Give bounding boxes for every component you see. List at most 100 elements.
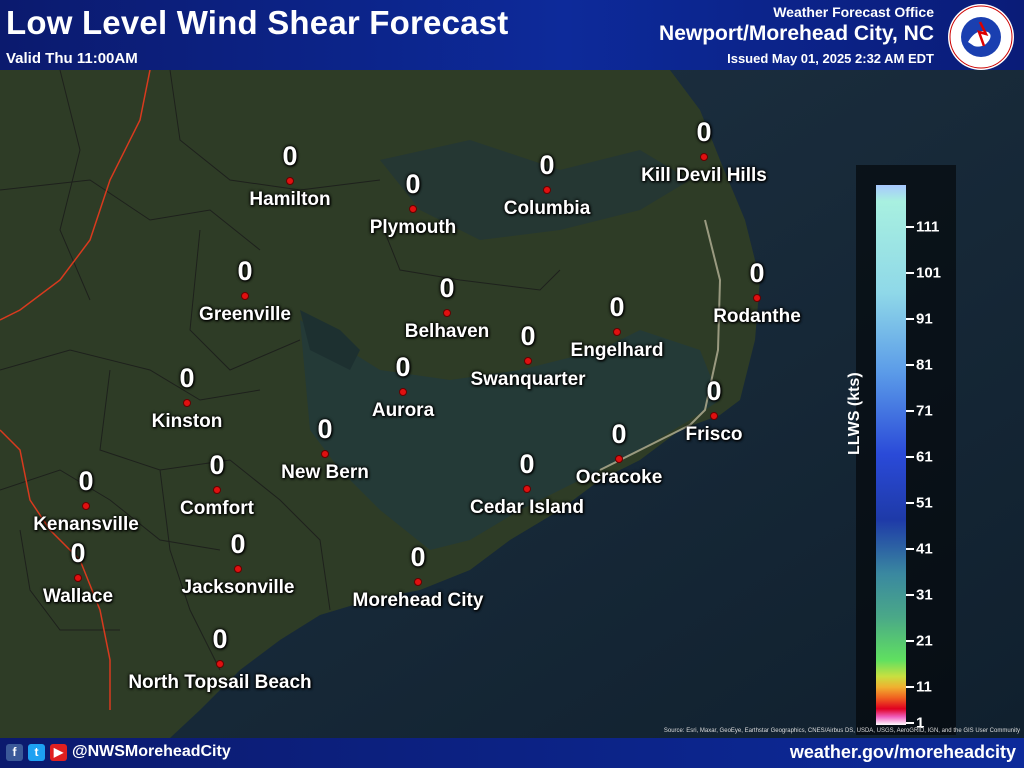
- facebook-icon[interactable]: f: [6, 744, 23, 761]
- legend-tick: [906, 318, 914, 320]
- legend-tick-label: 71: [916, 402, 933, 420]
- legend-tick: [906, 410, 914, 412]
- city-name: Aurora: [371, 400, 435, 421]
- legend-tick: [906, 722, 914, 724]
- legend-tick-label: 91: [916, 310, 933, 328]
- city-name: Engelhard: [570, 340, 664, 361]
- city-name: Hamilton: [249, 189, 331, 210]
- map-source-attribution: Source: Esri, Maxar, GeoEye, Earthstar G…: [663, 728, 1020, 734]
- legend-tick-label: 81: [916, 356, 933, 374]
- city-name: Cedar Island: [469, 497, 585, 518]
- city-value: 0: [70, 538, 86, 568]
- location-dot-icon: [409, 205, 417, 213]
- city-name: Greenville: [199, 304, 291, 325]
- location-dot-icon: [414, 578, 422, 586]
- valid-time: Valid Thu 11:00AM: [6, 50, 138, 67]
- city-name: Jacksonville: [181, 577, 295, 598]
- city-name: Swanquarter: [470, 369, 586, 390]
- city-name: Ocracoke: [575, 467, 663, 488]
- legend-tick-label: 11: [916, 678, 932, 696]
- terrain-background: [0, 70, 1024, 738]
- city-value: 0: [410, 542, 426, 572]
- footer-bar: f t ▶ @NWSMoreheadCity weather.gov/moreh…: [0, 738, 1024, 768]
- location-dot-icon: [183, 399, 191, 407]
- website-link[interactable]: weather.gov/moreheadcity: [789, 742, 1016, 762]
- legend-tick: [906, 686, 914, 688]
- map-area[interactable]: 0 Hamilton 0 Plymouth 0 Columbia 0 Kill …: [0, 70, 1024, 738]
- legend-tick-label: 1: [916, 714, 925, 732]
- city-value: 0: [520, 321, 536, 351]
- color-legend: 111 101 91 81 71 61 51 41 31 21 11 1 LLWS (kts): [846, 165, 956, 735]
- legend-tick: [906, 456, 914, 458]
- city-value: 0: [749, 258, 765, 288]
- legend-tick: [906, 364, 914, 366]
- city-name: Kill Devil Hills: [641, 165, 767, 186]
- city-value: 0: [179, 363, 195, 393]
- legend-tick: [906, 272, 914, 274]
- location-dot-icon: [321, 450, 329, 458]
- city-name: Rodanthe: [713, 306, 801, 327]
- city-name: New Bern: [281, 462, 369, 483]
- city-value: 0: [317, 414, 333, 444]
- city-name: Columbia: [503, 198, 591, 219]
- city-value: 0: [395, 352, 411, 382]
- city-value: 0: [405, 169, 421, 199]
- city-value: 0: [539, 150, 555, 180]
- legend-tick: [906, 502, 914, 504]
- nws-logo-icon: [948, 4, 1014, 70]
- location-dot-icon: [213, 486, 221, 494]
- legend-tick-label: 111: [916, 218, 940, 236]
- location-dot-icon: [216, 660, 224, 668]
- location-dot-icon: [523, 485, 531, 493]
- city-name: Comfort: [180, 498, 254, 519]
- location-dot-icon: [399, 388, 407, 396]
- location-dot-icon: [82, 502, 90, 510]
- legend-tick-label: 21: [916, 632, 933, 650]
- youtube-icon[interactable]: ▶: [50, 744, 67, 761]
- location-dot-icon: [524, 357, 532, 365]
- city-value: 0: [282, 141, 298, 171]
- city-value: 0: [439, 273, 455, 303]
- legend-tick-label: 41: [916, 540, 933, 558]
- city-value: 0: [78, 466, 94, 496]
- city-value: 0: [237, 256, 253, 286]
- city-value: 0: [209, 450, 225, 480]
- location-dot-icon: [443, 309, 451, 317]
- issued-time: Issued May 01, 2025 2:32 AM EDT: [727, 51, 934, 66]
- twitter-icon[interactable]: t: [28, 744, 45, 761]
- city-name: Kinston: [151, 411, 223, 432]
- location-dot-icon: [613, 328, 621, 336]
- legend-axis-label: LLWS (kts): [846, 372, 863, 455]
- location-dot-icon: [286, 177, 294, 185]
- legend-tick-label: 51: [916, 494, 933, 512]
- location-dot-icon: [700, 153, 708, 161]
- office-name: Newport/Morehead City, NC: [659, 22, 934, 45]
- city-name: Kenansville: [33, 514, 139, 535]
- city-name: North Topsail Beach: [128, 672, 312, 693]
- legend-tick-label: 61: [916, 448, 933, 466]
- city-name: Morehead City: [352, 590, 484, 611]
- city-value: 0: [519, 449, 535, 479]
- city-name: Plymouth: [369, 217, 457, 238]
- location-dot-icon: [710, 412, 718, 420]
- header-bar: Low Level Wind Shear Forecast Valid Thu …: [0, 0, 1024, 70]
- city-value: 0: [706, 376, 722, 406]
- city-value: 0: [230, 529, 246, 559]
- city-value: 0: [611, 419, 627, 449]
- legend-tick: [906, 640, 914, 642]
- legend-color-bar: [876, 185, 906, 725]
- location-dot-icon: [234, 565, 242, 573]
- city-value: 0: [212, 624, 228, 654]
- city-value: 0: [609, 292, 625, 322]
- social-handle[interactable]: @NWSMoreheadCity: [72, 743, 231, 760]
- location-dot-icon: [74, 574, 82, 582]
- legend-tick-label: 31: [916, 586, 933, 604]
- legend-tick: [906, 594, 914, 596]
- city-name: Belhaven: [404, 321, 490, 342]
- city-value: 0: [696, 117, 712, 147]
- location-dot-icon: [615, 455, 623, 463]
- location-dot-icon: [241, 292, 249, 300]
- city-name: Frisco: [685, 424, 743, 445]
- location-dot-icon: [753, 294, 761, 302]
- legend-tick-label: 101: [916, 264, 942, 282]
